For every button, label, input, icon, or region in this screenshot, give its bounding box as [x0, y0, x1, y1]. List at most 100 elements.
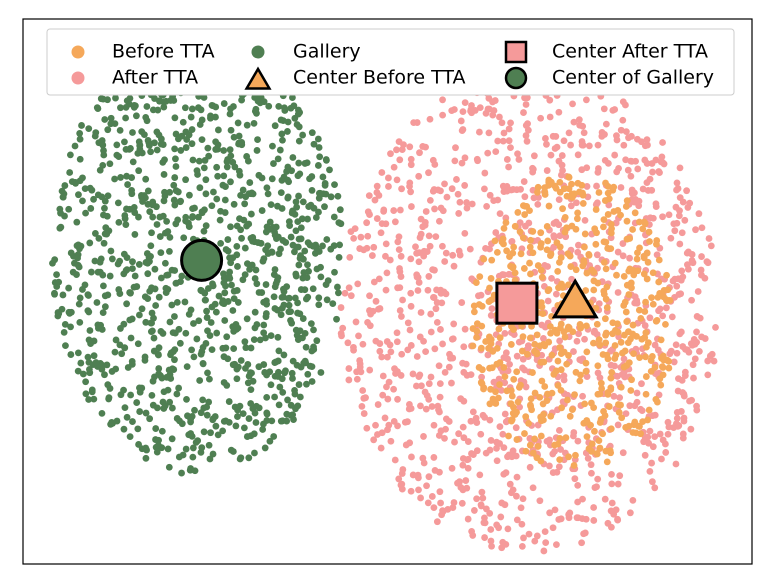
after-tta-point — [634, 165, 642, 173]
before-tta-point — [596, 444, 604, 452]
after-tta-point — [614, 421, 622, 429]
after-tta-point — [540, 335, 547, 342]
before-tta-point — [513, 436, 521, 443]
after-tta-point — [359, 340, 367, 348]
after-tta-point — [460, 397, 468, 405]
gallery-point — [319, 173, 327, 181]
after-tta-point — [696, 314, 704, 322]
center-of-gallery-marker — [180, 238, 224, 282]
after-tta-point — [704, 357, 712, 365]
after-tta-point — [390, 163, 398, 171]
gallery-point — [131, 231, 139, 238]
gallery-point — [147, 328, 155, 336]
gallery-point — [175, 325, 183, 333]
gallery-point — [315, 248, 323, 255]
after-tta-point — [679, 434, 687, 442]
after-tta-point — [470, 507, 478, 514]
after-tta-point — [486, 509, 494, 517]
before-tta-point — [603, 458, 611, 466]
after-tta-point — [455, 430, 463, 438]
after-tta-point — [493, 521, 501, 529]
after-tta-point — [656, 169, 663, 177]
gallery-point — [88, 268, 95, 276]
after-tta-point — [614, 515, 621, 523]
gallery-point — [253, 147, 261, 154]
gallery-point — [76, 294, 84, 302]
after-tta-point — [431, 205, 438, 213]
gallery-point — [126, 95, 134, 102]
gallery-point — [149, 201, 156, 209]
gallery-point — [200, 164, 208, 172]
before-tta-point — [641, 220, 649, 227]
gallery-point — [121, 404, 129, 412]
gallery-point — [164, 445, 172, 453]
before-tta-point — [554, 357, 562, 365]
after-tta-point — [697, 266, 705, 274]
gallery-point — [67, 351, 75, 358]
after-tta-point — [665, 211, 673, 219]
before-tta-point — [469, 342, 477, 350]
gallery-point — [65, 308, 73, 316]
after-tta-point — [401, 418, 409, 426]
gallery-point — [244, 361, 252, 368]
after-tta-point — [676, 240, 684, 248]
before-tta-point — [531, 389, 539, 397]
before-tta-point — [534, 262, 542, 269]
after-tta-point — [448, 464, 456, 472]
before-tta-point — [645, 228, 653, 236]
after-tta-point — [402, 441, 410, 449]
gallery-point — [220, 172, 228, 180]
before-tta-point — [517, 381, 524, 389]
before-tta-point — [563, 224, 570, 232]
after-tta-point — [698, 253, 705, 260]
after-tta-point — [500, 444, 508, 451]
gallery-point — [144, 187, 152, 195]
gallery-point — [92, 129, 100, 137]
gallery-point — [76, 318, 84, 326]
gallery-point — [74, 367, 82, 375]
gallery-point — [126, 433, 134, 441]
gallery-point — [146, 415, 154, 423]
legend-marker-gallery — [251, 45, 265, 59]
gallery-point — [114, 260, 122, 268]
gallery-point — [233, 242, 241, 250]
after-tta-point — [680, 390, 688, 398]
after-tta-point — [631, 402, 639, 410]
gallery-point — [297, 224, 305, 232]
after-tta-point — [678, 267, 686, 275]
gallery-point — [249, 377, 257, 385]
gallery-point — [130, 204, 138, 211]
after-tta-point — [581, 335, 588, 343]
before-tta-point — [662, 296, 670, 304]
after-tta-point — [425, 273, 433, 280]
gallery-point — [315, 301, 323, 309]
gallery-point — [190, 320, 197, 327]
before-tta-point — [597, 379, 605, 387]
after-tta-point — [575, 330, 582, 338]
before-tta-point — [609, 186, 617, 194]
gallery-point — [212, 422, 220, 430]
gallery-point — [251, 308, 259, 316]
after-tta-point — [533, 532, 541, 540]
gallery-point — [252, 419, 260, 426]
after-tta-point — [578, 166, 586, 174]
after-tta-point — [652, 200, 660, 208]
gallery-point — [131, 209, 139, 216]
gallery-point — [227, 152, 235, 160]
gallery-point — [183, 136, 191, 143]
before-tta-point — [545, 338, 553, 346]
gallery-point — [253, 280, 261, 288]
gallery-point — [323, 236, 331, 243]
after-tta-point — [350, 234, 358, 242]
gallery-point — [179, 118, 187, 126]
gallery-point — [143, 103, 151, 110]
after-tta-point — [542, 539, 550, 547]
before-tta-point — [534, 188, 541, 196]
after-tta-point — [575, 116, 583, 124]
gallery-point — [94, 105, 102, 112]
after-tta-point — [658, 153, 666, 161]
before-tta-point — [557, 254, 565, 262]
before-tta-point — [572, 266, 580, 274]
gallery-point — [117, 104, 124, 112]
after-tta-point — [407, 161, 415, 169]
